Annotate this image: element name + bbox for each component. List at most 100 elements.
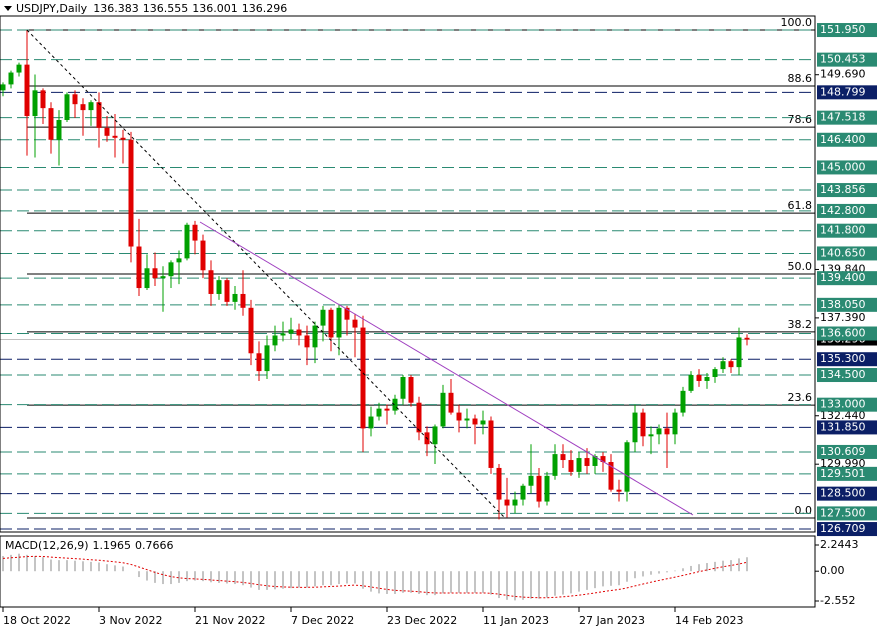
macd-y-tick-label: -2.552 xyxy=(820,594,855,607)
candle-body xyxy=(272,335,278,346)
candle-body xyxy=(656,428,662,435)
candle-body xyxy=(344,307,350,320)
level-box xyxy=(817,271,877,286)
candle-body xyxy=(520,485,526,500)
level-label: 127.500 xyxy=(820,506,866,519)
candle-body xyxy=(360,327,366,429)
candle-body xyxy=(40,90,46,109)
candle-body xyxy=(472,418,478,425)
y-tick-label: 137.390 xyxy=(820,311,866,324)
candle-body xyxy=(200,240,206,271)
level-box xyxy=(817,52,877,67)
candle-body xyxy=(192,224,198,241)
candle-body xyxy=(56,119,62,140)
x-tick-label: 27 Jan 2023 xyxy=(579,614,645,627)
x-tick-label: 11 Jan 2023 xyxy=(483,614,549,627)
y-tick-label: 132.440 xyxy=(820,409,866,422)
candle-body xyxy=(608,462,614,490)
candle-body xyxy=(368,416,374,429)
candle-body xyxy=(16,64,22,73)
candle-body xyxy=(288,329,294,334)
candle-body xyxy=(280,333,286,336)
candle-body xyxy=(440,392,446,427)
fib-label: 88.6 xyxy=(788,72,813,85)
candle-body xyxy=(128,139,134,247)
level-box xyxy=(817,444,877,459)
candle-body xyxy=(736,337,742,368)
candle-body xyxy=(552,454,558,476)
candle-body xyxy=(304,335,310,348)
level-label: 134.500 xyxy=(820,368,866,381)
macd-signal xyxy=(2,555,748,599)
level-box xyxy=(817,223,877,238)
candle-body xyxy=(136,246,142,289)
resistance-trendline xyxy=(199,221,694,516)
level-label: 147.518 xyxy=(820,111,866,124)
open: 136.383 xyxy=(93,2,139,15)
candle-body xyxy=(664,428,670,435)
candle-body xyxy=(240,293,246,308)
candle-body xyxy=(120,137,126,140)
candle-body xyxy=(728,361,734,368)
level-box xyxy=(817,368,877,383)
fib-label: 100.0 xyxy=(781,16,813,29)
low: 136.001 xyxy=(192,2,238,15)
close: 136.296 xyxy=(242,2,288,15)
candle-body xyxy=(456,412,462,421)
candle-body xyxy=(104,127,110,136)
level-label: 140.650 xyxy=(820,246,866,259)
menu-arrow[interactable] xyxy=(4,6,12,11)
macd-name: MACD(12,26,9) xyxy=(5,539,89,552)
candle-body xyxy=(152,268,158,279)
level-label: 136.600 xyxy=(820,327,866,340)
candle-body xyxy=(224,280,230,302)
level-box xyxy=(817,326,877,341)
candle-body xyxy=(504,499,510,506)
candle-body xyxy=(112,135,118,138)
candle-body xyxy=(488,420,494,468)
level-box xyxy=(817,132,877,147)
candle-body xyxy=(176,258,182,263)
candle-body xyxy=(352,319,358,328)
fib-label: 38.2 xyxy=(788,318,813,331)
level-label: 131.850 xyxy=(820,420,866,433)
fib-label: 23.6 xyxy=(788,391,813,404)
candle-body xyxy=(232,293,238,302)
candle-body xyxy=(616,489,622,492)
candle-body xyxy=(312,325,318,348)
level-label: 139.400 xyxy=(820,271,866,284)
fib-label: 50.0 xyxy=(788,260,813,273)
candle-body xyxy=(216,280,222,294)
candle-body xyxy=(720,361,726,370)
candle-body xyxy=(408,377,414,403)
macd-y-tick-label: 2.2443 xyxy=(820,538,859,551)
signal-value: 0.7666 xyxy=(135,539,174,552)
macd-y-tick-label: 0.00 xyxy=(820,564,845,577)
candle-body xyxy=(400,377,406,399)
candle-body xyxy=(584,458,590,466)
level-box xyxy=(817,522,877,537)
candle-body xyxy=(648,434,654,437)
candle-body xyxy=(376,408,382,417)
candle-body xyxy=(512,499,518,506)
level-label: 148.799 xyxy=(820,85,866,98)
candle-body xyxy=(256,353,262,372)
candle-body xyxy=(24,64,30,117)
fib-label: 61.8 xyxy=(788,199,813,212)
candle-body xyxy=(496,467,502,500)
candle-body xyxy=(688,375,694,391)
candle-body xyxy=(336,307,342,338)
candle-body xyxy=(72,94,78,105)
candle-body xyxy=(320,309,326,326)
candle-body xyxy=(32,90,38,117)
candle-body xyxy=(0,84,6,91)
level-label: 138.050 xyxy=(820,298,866,311)
candle-body xyxy=(544,475,550,502)
candle-body xyxy=(568,460,574,472)
candle-body xyxy=(576,458,582,472)
level-label: 133.000 xyxy=(820,398,866,411)
symbol: USDJPY,Daily xyxy=(16,2,88,15)
x-tick-label: 23 Dec 2022 xyxy=(387,614,457,627)
candle-body xyxy=(432,426,438,445)
